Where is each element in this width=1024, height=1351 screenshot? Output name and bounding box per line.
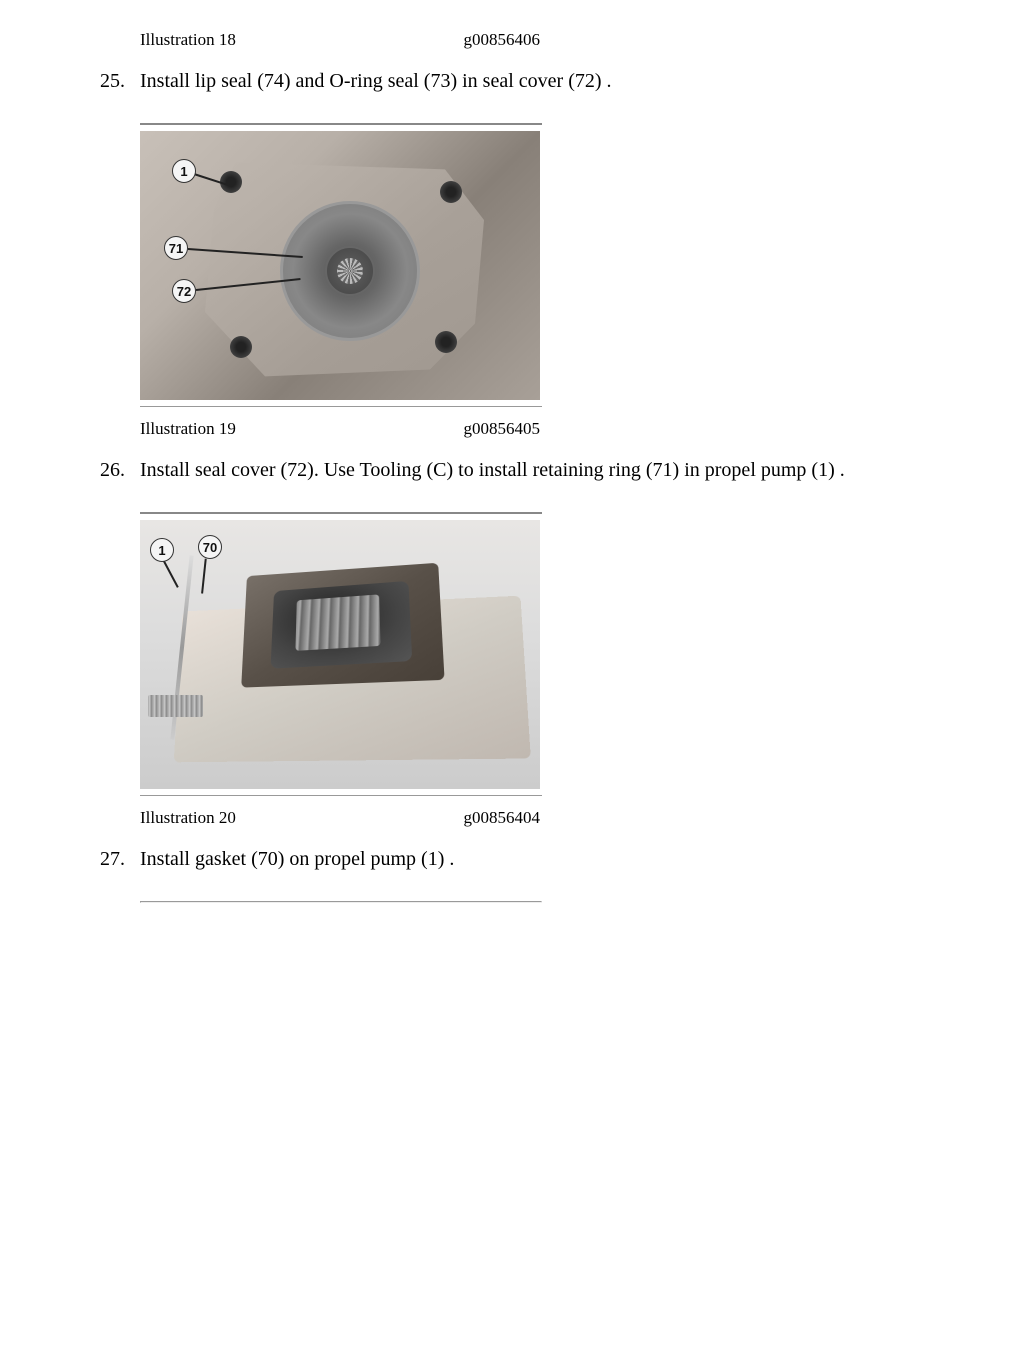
step-text: Install gasket (70) on propel pump (1) . [140,848,924,871]
illustration-code: g00856404 [464,808,541,828]
step-25: 25. Install lip seal (74) and O-ring sea… [100,70,924,93]
illustration-19-figure: 1 71 72 [140,123,542,407]
step-27: 27. Install gasket (70) on propel pump (… [100,848,924,871]
illustration-19-image: 1 71 72 [140,131,540,400]
callout-72: 72 [172,279,196,303]
step-26: 26. Install seal cover (72). Use Tooling… [100,459,924,482]
illustration-21-start [140,901,542,903]
illustration-20-figure: 1 70 [140,512,542,796]
illustration-18-caption: Illustration 18 g00856406 [140,30,540,50]
callout-1: 1 [172,159,196,183]
step-text: Install seal cover (72). Use Tooling (C)… [140,459,924,482]
step-number: 25. [100,70,140,93]
illustration-label: Illustration 19 [140,419,236,439]
illustration-code: g00856406 [464,30,541,50]
illustration-label: Illustration 18 [140,30,236,50]
illustration-20-image: 1 70 [140,520,540,789]
illustration-code: g00856405 [464,419,541,439]
step-number: 26. [100,459,140,482]
callout-70: 70 [198,535,222,559]
illustration-label: Illustration 20 [140,808,236,828]
step-number: 27. [100,848,140,871]
callout-1: 1 [150,538,174,562]
callout-71: 71 [164,236,188,260]
illustration-20-caption: Illustration 20 g00856404 [140,808,540,828]
step-text: Install lip seal (74) and O-ring seal (7… [140,70,924,93]
illustration-19-caption: Illustration 19 g00856405 [140,419,540,439]
